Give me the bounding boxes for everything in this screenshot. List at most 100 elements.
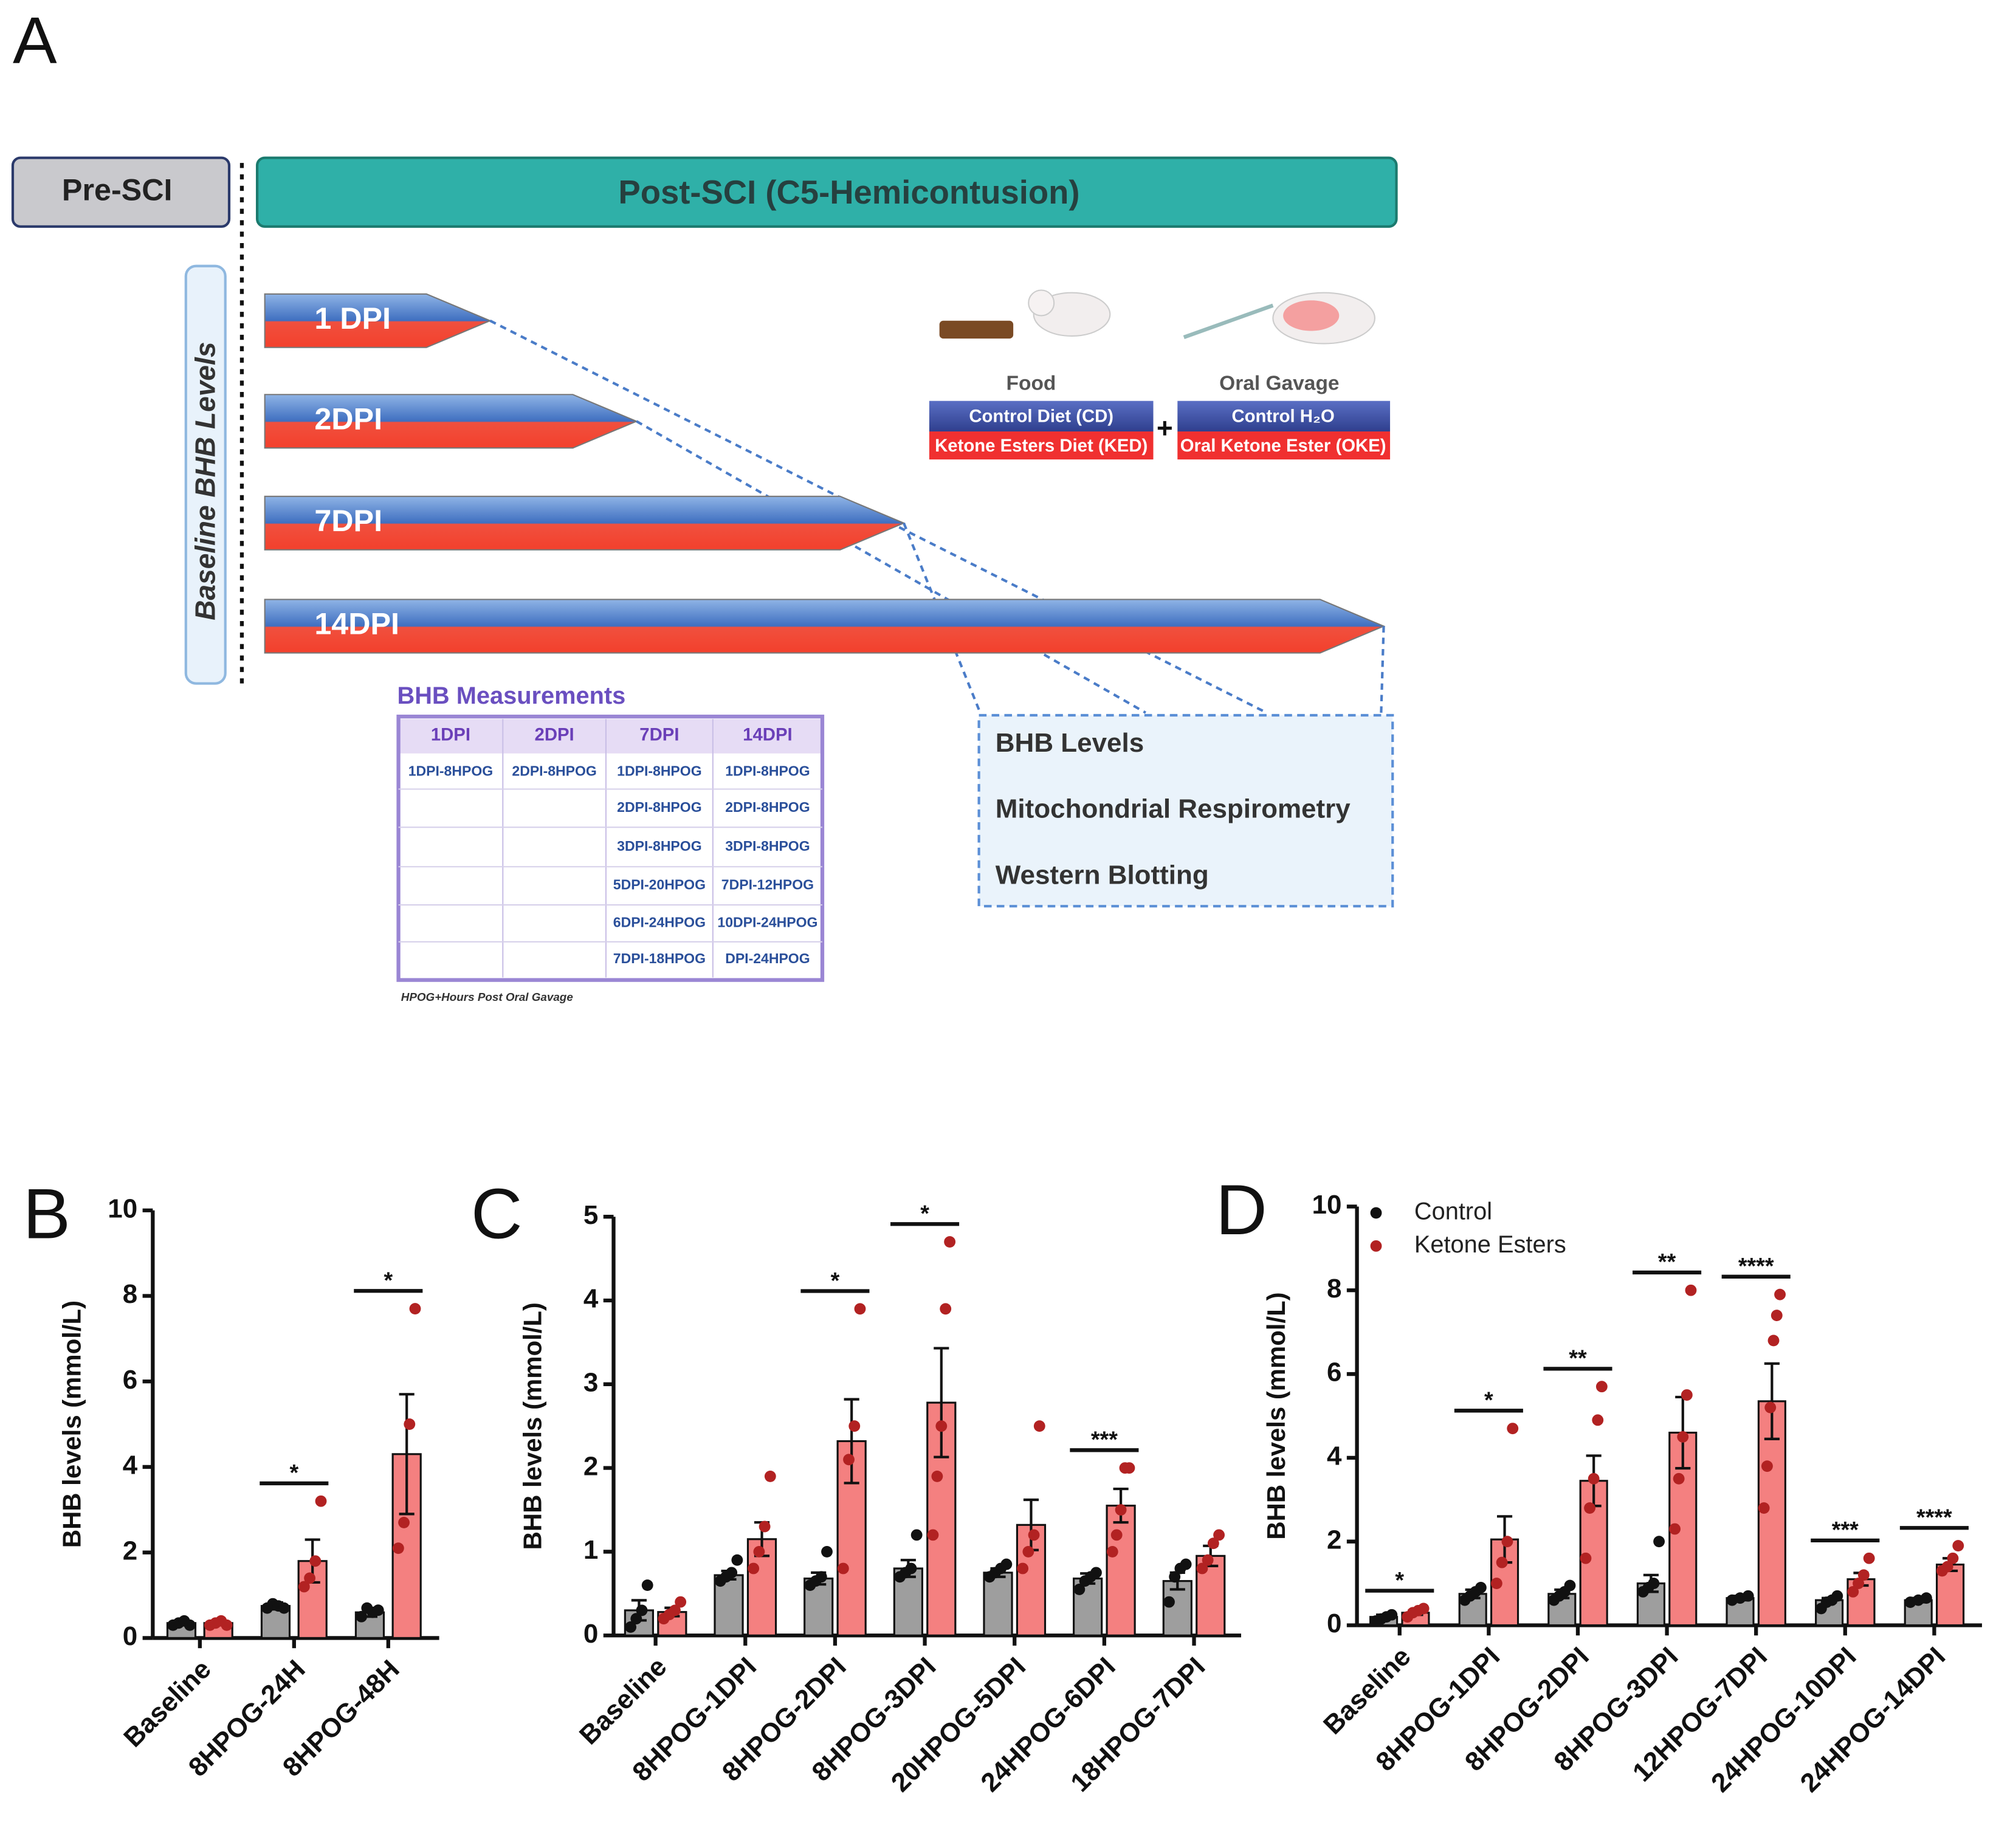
data-point <box>304 1572 316 1584</box>
table-header: 14DPI <box>743 724 792 744</box>
data-point <box>1564 1579 1576 1592</box>
data-point <box>1669 1523 1681 1535</box>
table-cell: 1DPI-8HPOG <box>725 763 810 778</box>
gavage-control: Control H₂O <box>1231 407 1334 427</box>
table-cell: 10DPI-24HPOG <box>717 915 817 930</box>
timeline-arrow <box>264 495 906 551</box>
data-point <box>935 1420 948 1432</box>
connector <box>636 420 1146 714</box>
significance-label: **** <box>1738 1253 1774 1279</box>
data-point <box>1847 1585 1859 1598</box>
data-point <box>731 1554 743 1566</box>
data-point <box>815 1571 827 1583</box>
legend-label: Control <box>1414 1198 1492 1225</box>
data-point <box>1106 1546 1118 1558</box>
table-cell: 2DPI-8HPOG <box>725 799 810 815</box>
data-point <box>1123 1462 1135 1474</box>
data-point <box>1207 1537 1219 1550</box>
data-point <box>1764 1401 1777 1413</box>
table-cell: 5DPI-20HPOG <box>613 877 706 893</box>
mouse-icons <box>939 289 1375 345</box>
panel-a: A Pre-SCI Post-SCI (C5-Hemicontusion) Ba… <box>11 4 1398 1003</box>
food-ketone: Ketone Esters Diet (KED) <box>935 436 1148 456</box>
outcome: Western Blotting <box>996 860 1209 890</box>
data-point <box>630 1613 642 1625</box>
data-point <box>309 1555 322 1567</box>
data-point <box>1758 1502 1770 1514</box>
baseline-box <box>184 264 227 685</box>
data-point <box>1685 1284 1697 1296</box>
significance-label: *** <box>1091 1427 1118 1452</box>
data-point <box>764 1470 776 1482</box>
gavage-ketone: Oral Ketone Ester (OKE) <box>1180 436 1386 456</box>
data-point <box>1110 1529 1123 1541</box>
bar <box>1106 1505 1136 1637</box>
data-point <box>1595 1381 1608 1393</box>
data-point <box>1490 1578 1502 1590</box>
data-point <box>848 1420 861 1432</box>
data-point <box>759 1520 771 1533</box>
data-point <box>372 1604 384 1616</box>
y-tick-label: 4 <box>583 1284 599 1314</box>
y-tick-label: 0 <box>583 1619 598 1649</box>
outcome-box <box>977 713 1394 908</box>
data-point <box>1952 1540 1964 1551</box>
y-tick-label: 2 <box>583 1451 598 1481</box>
y-tick-label: 0 <box>123 1621 137 1651</box>
y-tick-label: 6 <box>123 1365 137 1395</box>
data-point <box>636 1604 648 1616</box>
data-point <box>837 1562 849 1575</box>
table-cell: DPI-24HPOG <box>725 950 810 966</box>
data-point <box>1202 1554 1214 1566</box>
food-ketone-box <box>929 431 1154 460</box>
connector <box>1380 626 1385 713</box>
data-point <box>1196 1562 1208 1575</box>
data-point <box>1090 1567 1102 1579</box>
data-point <box>392 1542 404 1554</box>
data-point <box>1163 1596 1175 1608</box>
significance-label: *** <box>1832 1517 1859 1542</box>
legend-marker <box>1370 1240 1382 1252</box>
data-point <box>1169 1571 1181 1583</box>
data-point <box>1073 1584 1086 1595</box>
timeline-label: 1 DPI <box>314 301 391 335</box>
timeline-arrow <box>264 394 638 449</box>
data-point <box>1115 1504 1127 1516</box>
x-tick-label: Baseline <box>118 1654 217 1753</box>
data-point <box>675 1596 687 1608</box>
outcome: BHB Levels <box>996 728 1144 758</box>
data-point <box>1213 1529 1225 1541</box>
significance-label: * <box>1484 1387 1493 1413</box>
plus: + <box>1157 412 1173 444</box>
data-point <box>1180 1558 1192 1570</box>
data-point <box>1774 1288 1786 1300</box>
panel-letter: B <box>23 1173 71 1253</box>
y-tick-label: 4 <box>123 1451 138 1480</box>
data-point <box>669 1604 681 1616</box>
timeline-label: 14DPI <box>314 607 399 641</box>
y-tick-label: 6 <box>1327 1358 1341 1387</box>
legend-label: Ketone Esters <box>1414 1231 1566 1258</box>
significance-label: * <box>920 1201 929 1226</box>
data-point <box>1017 1562 1029 1575</box>
table-footnote: HPOG+Hours Post Oral Gavage <box>401 991 573 1003</box>
data-point <box>1673 1472 1685 1485</box>
table-header-bg <box>398 719 822 754</box>
data-point <box>404 1418 416 1431</box>
post-sci-label: Post-SCI (C5-Hemicontusion) <box>618 174 1079 211</box>
data-point <box>1033 1420 1045 1432</box>
significance-label: * <box>1395 1567 1404 1593</box>
data-point <box>944 1236 956 1248</box>
significance-label: * <box>289 1460 298 1485</box>
significance-label: * <box>384 1268 393 1293</box>
data-point <box>1941 1561 1953 1573</box>
timeline-arrow <box>264 293 492 348</box>
table-cell: 3DPI-8HPOG <box>617 838 701 854</box>
significance-label: ** <box>1569 1345 1587 1371</box>
data-point <box>1767 1334 1780 1347</box>
data-point <box>221 1619 233 1631</box>
baseline-label: Baseline BHB Levels <box>190 342 221 620</box>
data-point <box>905 1562 917 1575</box>
